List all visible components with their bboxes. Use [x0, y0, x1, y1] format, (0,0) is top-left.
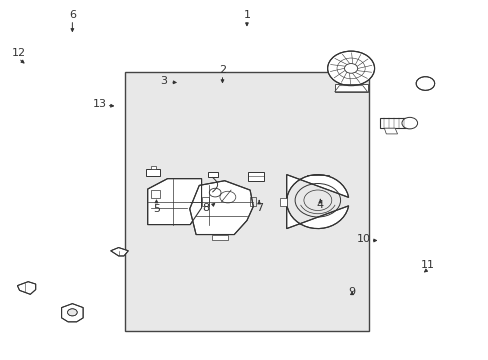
Bar	[247, 172, 263, 181]
Bar	[280, 198, 286, 206]
Circle shape	[67, 309, 77, 316]
Text: 8: 8	[202, 203, 208, 213]
Polygon shape	[147, 179, 201, 225]
Polygon shape	[384, 128, 397, 134]
Text: 3: 3	[160, 76, 167, 86]
Text: 1: 1	[243, 10, 250, 20]
Bar	[150, 190, 160, 198]
Bar	[201, 197, 208, 206]
Bar	[150, 166, 155, 169]
Polygon shape	[286, 175, 348, 229]
Text: 11: 11	[420, 260, 434, 270]
Polygon shape	[18, 282, 36, 294]
Text: 9: 9	[348, 287, 355, 297]
Text: 13: 13	[93, 99, 107, 109]
Bar	[334, 84, 367, 92]
Bar	[380, 118, 409, 128]
Text: 2: 2	[219, 65, 225, 75]
Polygon shape	[415, 77, 434, 90]
Text: 6: 6	[69, 10, 76, 20]
Circle shape	[344, 64, 357, 73]
Bar	[250, 197, 256, 207]
Circle shape	[401, 117, 417, 129]
Bar	[212, 235, 227, 240]
Polygon shape	[189, 181, 253, 235]
Polygon shape	[110, 248, 128, 256]
Text: 7: 7	[255, 203, 262, 213]
Circle shape	[327, 51, 374, 86]
Text: 12: 12	[12, 48, 25, 58]
Polygon shape	[61, 303, 83, 322]
Polygon shape	[334, 86, 367, 92]
Bar	[124, 72, 368, 331]
Bar	[146, 169, 160, 176]
Text: 4: 4	[316, 200, 323, 210]
Bar	[207, 172, 217, 177]
Text: 5: 5	[153, 204, 160, 214]
Text: 10: 10	[357, 234, 370, 244]
